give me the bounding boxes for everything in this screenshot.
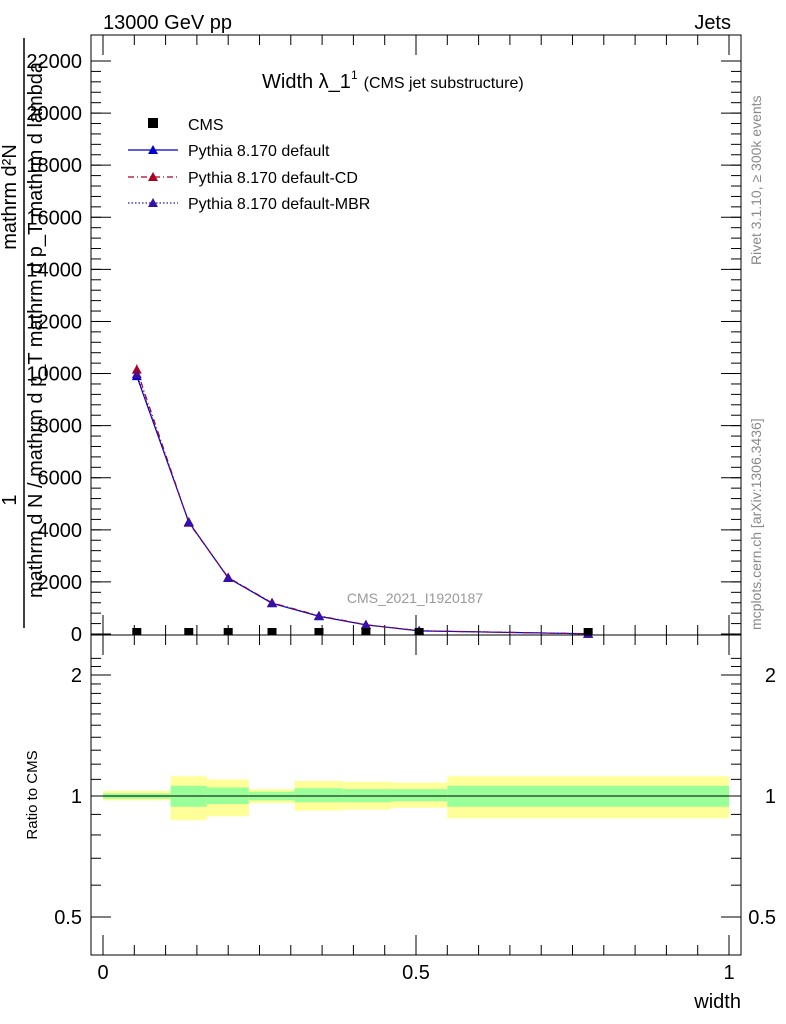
main-y-tick-label: 14000 (26, 259, 82, 281)
legend-label-3: Pythia 8.170 default-MBR (188, 196, 370, 213)
cms-point (184, 628, 194, 635)
main-y-tick-label: 18000 (26, 155, 82, 177)
cms-point (314, 628, 324, 635)
ratio-plot: 0.5 0.51 12 2 0 0.5 1 Ratio to CMS width (24, 634, 776, 1013)
ratio-y-label: Ratio to CMS (24, 750, 41, 839)
main-series (131, 364, 594, 638)
main-y-tick-label: 2000 (38, 572, 83, 594)
main-y-tick-label: 6000 (38, 468, 83, 490)
cms-point (132, 628, 142, 635)
main-y-tick-label: 20000 (26, 103, 82, 125)
main-y-tick-label: 4000 (38, 520, 83, 542)
series-marker-3 (313, 611, 324, 621)
rivet-label: Rivet 3.1.10, ≥ 300k events (748, 95, 764, 265)
legend-label-2: Pythia 8.170 default-CD (188, 170, 358, 187)
ratio-y-tick-label: 2 (71, 665, 82, 687)
ratio-y-axis: 0.5 0.5 1 1 2 2 (54, 657, 776, 929)
main-y-tick-label: 12000 (26, 311, 82, 333)
ylabel-one: 1 (0, 494, 21, 505)
chart-title: Width λ_11 (CMS jet substructure) (262, 68, 524, 93)
ratio-band-inner (390, 789, 448, 802)
legend-marker-2 (148, 172, 158, 181)
main-y-tick-label: 0 (71, 624, 82, 646)
legend-marker-cms (148, 118, 158, 128)
main-y-tick-label: 16000 (26, 207, 82, 229)
ylabel-denominator: mathrm d N / mathrm d p_T mathrm d p_T m… (25, 61, 47, 598)
ratio-band-inner (294, 788, 343, 803)
chart-title-sub: (CMS jet substructure) (364, 75, 524, 92)
mcplots-label: mcplots.cern.ch [arXiv:1306.3436] (748, 418, 764, 630)
series-marker-3 (360, 619, 371, 629)
watermark: CMS_2021_I1920187 (347, 590, 483, 606)
main-y-tick-label: 22000 (26, 51, 82, 73)
main-y-tick-label: 10000 (26, 364, 82, 386)
legend: CMS Pythia 8.170 default Pythia 8.170 defa… (128, 117, 370, 213)
ratio-y-tick-label-right: 0.5 (748, 907, 776, 929)
cms-point (361, 628, 371, 635)
series-line-3 (136, 373, 589, 635)
main-y-tick-label: 8000 (38, 416, 83, 438)
header-right: Jets (694, 12, 731, 34)
legend-label-1: Pythia 8.170 default (188, 143, 330, 160)
cms-point (267, 628, 277, 635)
ratio-x-axis: 0 0.5 1 (97, 635, 735, 984)
ratio-y-tick-label: 1 (71, 786, 82, 808)
header-left: 13000 GeV pp (103, 12, 232, 34)
series-marker-3 (183, 517, 194, 527)
main-y-axis: 0 2000 4000 6000 8000 10000 12000 14000 16000 180… (26, 51, 741, 646)
ratio-x-tick-label: 0 (97, 962, 108, 984)
cms-point (223, 628, 233, 635)
chart-title-sup: 1 (351, 68, 358, 82)
cms-point (583, 628, 593, 635)
ratio-y-tick-label: 0.5 (54, 907, 82, 929)
ratio-x-tick-label: 0.5 (402, 962, 430, 984)
ratio-x-tick-label: 1 (723, 962, 734, 984)
ratio-y-tick-label-right: 1 (765, 786, 776, 808)
ratio-bands (103, 776, 729, 821)
series-marker-3 (223, 572, 234, 582)
series-marker-3 (267, 598, 278, 608)
ylabel-numerator: mathrm d²N (0, 144, 21, 250)
cms-point (414, 628, 424, 635)
legend-marker-1 (148, 145, 158, 154)
main-x-ticks (102, 35, 730, 635)
chart-title-main: Width λ_1 (262, 71, 351, 93)
ratio-y-tick-label-right: 2 (765, 665, 776, 687)
legend-label-0: CMS (188, 117, 224, 134)
x-axis-label: width (693, 991, 741, 1013)
main-y-axis-label: 1 mathrm d²N mathrm d N / mathrm d p_T m… (0, 38, 47, 628)
legend-marker-3 (148, 198, 158, 207)
main-plot: 0 2000 4000 6000 8000 10000 12000 14000 16000 180… (0, 34, 742, 646)
